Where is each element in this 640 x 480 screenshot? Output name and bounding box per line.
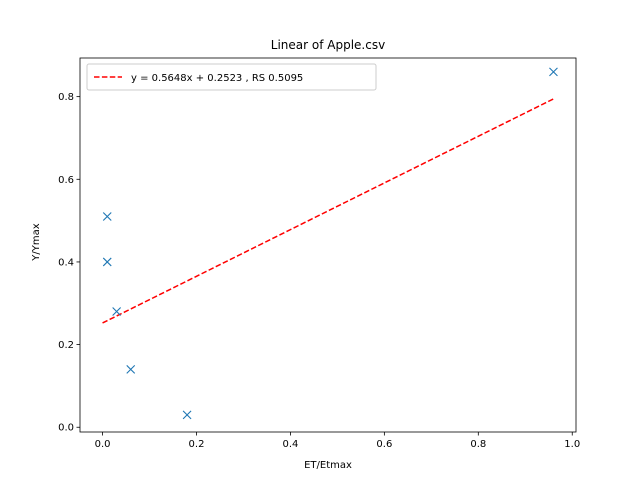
- x-tick-label-5: 1.0: [564, 439, 580, 450]
- data-point-3: [126, 365, 136, 374]
- x-tick-label-2: 0.4: [282, 439, 298, 450]
- x-tick-label-4: 0.8: [470, 439, 486, 450]
- chart-title: Linear of Apple.csv: [271, 38, 385, 52]
- x-axis-title: ET/Etmax: [304, 460, 352, 471]
- data-point-1: [102, 257, 112, 267]
- legend: y = 0.5648x + 0.2523 , RS 0.5095: [86, 63, 377, 91]
- legend-label: y = 0.5648x + 0.2523 , RS 0.5095: [131, 73, 303, 84]
- x-tick-label-3: 0.6: [376, 439, 392, 450]
- legend-box: [86, 63, 377, 91]
- data-point-2: [112, 307, 122, 316]
- fit-line: [102, 98, 554, 324]
- y-tick-label-2: 0.4: [58, 257, 74, 268]
- data-point-5: [549, 67, 558, 77]
- x-tick-label-1: 0.2: [189, 439, 205, 450]
- plot-area: 0.0 0.2 0.4 0.6 0.8 1.0 0.0 0.2 0.4 0.6 0.8: [58, 57, 580, 450]
- data-point-0: [102, 212, 112, 221]
- y-axis-title: Y/Ymax: [31, 223, 42, 261]
- axes-frame: [79, 57, 577, 433]
- y-tick-label-4: 0.8: [58, 92, 74, 103]
- y-tick-label-3: 0.6: [58, 175, 74, 186]
- y-tick-label-1: 0.2: [58, 340, 74, 351]
- y-tick-label-0: 0.0: [58, 423, 74, 434]
- data-point-4: [182, 410, 192, 420]
- x-tick-label-0: 0.0: [95, 439, 111, 450]
